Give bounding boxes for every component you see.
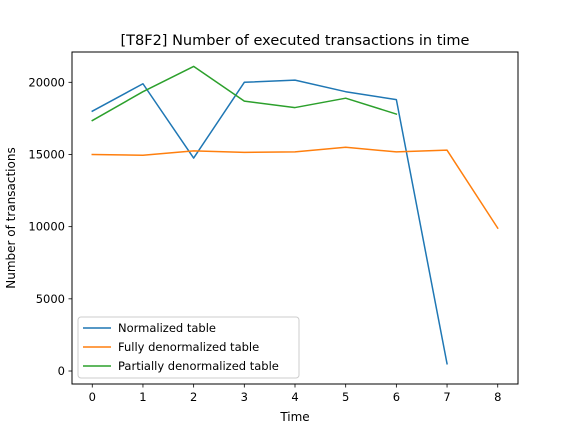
y-tick-label: 20000 [28, 75, 65, 89]
y-tick-label: 0 [58, 364, 65, 378]
series-layer [91, 65, 499, 365]
x-tick-label: 1 [139, 390, 146, 404]
legend-label-2: Fully denormalized table [118, 340, 259, 354]
series-line-2 [91, 146, 499, 230]
y-axis-label: Number of transactions [4, 147, 18, 288]
x-tick-label: 3 [241, 390, 248, 404]
x-axis-label: Time [279, 410, 309, 424]
legend-entries: Normalized table Fully denormalized table… [83, 321, 279, 373]
y-tick-label: 15000 [28, 147, 65, 161]
x-axis: 0 1 2 3 4 5 6 7 8 [89, 384, 501, 404]
x-tick-label: 6 [393, 390, 400, 404]
x-tick-label: 4 [291, 390, 298, 404]
legend: Normalized table Fully denormalized table… [77, 316, 300, 379]
x-tick-label: 2 [190, 390, 197, 404]
series-line-3 [91, 65, 398, 122]
legend-label-1: Normalized table [118, 321, 216, 335]
y-axis: 0 5000 10000 15000 20000 [28, 75, 72, 378]
legend-label-3: Partially denormalized table [118, 359, 279, 373]
x-tick-label: 7 [443, 390, 450, 404]
y-tick-label: 10000 [28, 220, 65, 234]
legend-frame [77, 316, 300, 379]
series-line-1 [91, 79, 448, 365]
y-tick-label: 5000 [36, 292, 65, 306]
x-tick-label: 0 [89, 390, 96, 404]
x-tick-label: 5 [342, 390, 349, 404]
chart-title: [T8F2] Number of executed transactions i… [121, 33, 470, 49]
x-tick-label: 8 [494, 390, 501, 404]
